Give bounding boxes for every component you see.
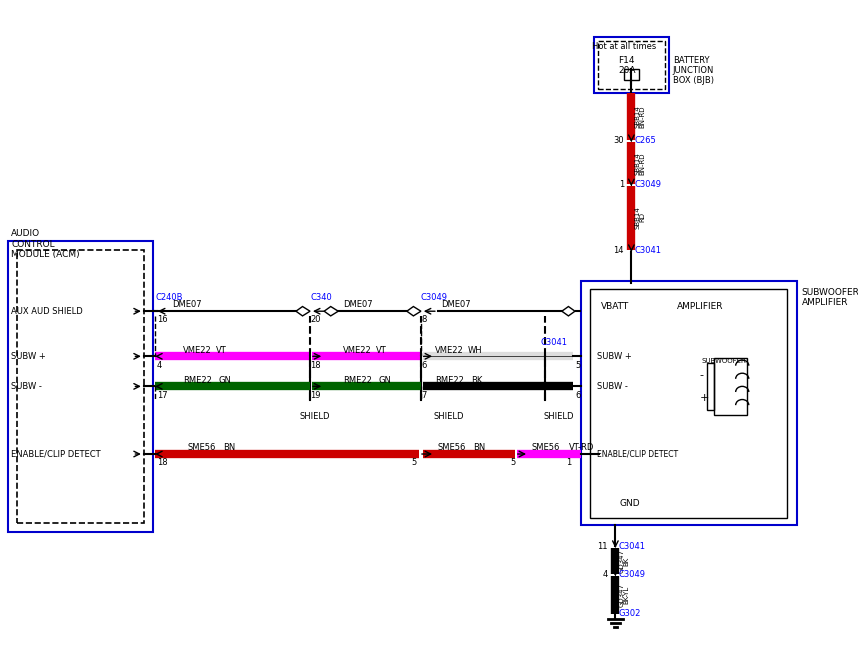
Text: RME22: RME22 [343, 376, 372, 385]
Text: 4: 4 [602, 570, 607, 579]
Text: SME56: SME56 [188, 444, 216, 452]
Text: SBB14: SBB14 [634, 152, 640, 175]
Text: AUX AUD SHIELD: AUX AUD SHIELD [11, 307, 83, 315]
Text: BATTERY
JUNCTION
BOX (BJB): BATTERY JUNCTION BOX (BJB) [673, 55, 714, 85]
Text: VME22: VME22 [343, 346, 372, 354]
Text: SUBW -: SUBW - [596, 382, 627, 391]
Text: GD347: GD347 [619, 583, 625, 607]
Text: ENABLE/CLIP DETECT: ENABLE/CLIP DETECT [11, 449, 101, 459]
Text: C3049: C3049 [619, 570, 645, 579]
Text: 18: 18 [310, 360, 321, 370]
Text: RD: RD [639, 213, 645, 222]
Text: BK-YL: BK-YL [623, 586, 629, 604]
Text: -: - [700, 370, 704, 380]
Text: RME22: RME22 [184, 376, 212, 385]
Text: C3049: C3049 [634, 180, 662, 189]
Text: +: + [700, 393, 710, 403]
Text: F14
20A: F14 20A [618, 55, 636, 75]
Text: VT: VT [376, 346, 387, 354]
Text: DME07: DME07 [442, 300, 471, 310]
Text: BK: BK [623, 556, 629, 566]
Text: GN: GN [378, 376, 391, 385]
Text: 6: 6 [575, 391, 580, 400]
Polygon shape [562, 306, 575, 316]
Text: 5: 5 [412, 458, 417, 467]
Text: SBB14: SBB14 [634, 106, 640, 128]
Text: 17: 17 [157, 391, 167, 400]
Text: VT-RD: VT-RD [570, 444, 595, 452]
Text: BN-RD: BN-RD [639, 152, 645, 175]
Text: VME22: VME22 [184, 346, 212, 354]
Polygon shape [407, 306, 421, 316]
Text: BN: BN [474, 444, 486, 452]
Text: RME22: RME22 [435, 376, 464, 385]
Text: SUBWOOFER: SUBWOOFER [701, 358, 746, 364]
Text: GD347: GD347 [619, 549, 625, 573]
Text: C3041: C3041 [541, 338, 567, 347]
Text: SUBWOOFER
AMPLIFIER: SUBWOOFER AMPLIFIER [801, 288, 858, 307]
Text: WH: WH [468, 346, 482, 354]
Text: SME56: SME56 [532, 444, 560, 452]
Text: VT: VT [216, 346, 227, 354]
Text: DME07: DME07 [172, 300, 202, 310]
Text: SUBW -: SUBW - [11, 382, 42, 391]
Text: G302: G302 [619, 609, 641, 618]
Text: AUDIO
CONTROL
MODULE (ACM): AUDIO CONTROL MODULE (ACM) [11, 230, 80, 259]
Text: C3041: C3041 [619, 542, 645, 550]
Text: 8: 8 [421, 315, 426, 325]
Polygon shape [324, 306, 338, 316]
Text: GN: GN [219, 376, 232, 385]
Text: VBATT: VBATT [601, 302, 630, 311]
Text: DME07: DME07 [343, 300, 372, 310]
Text: 6: 6 [421, 360, 426, 370]
Text: 7: 7 [421, 391, 426, 400]
Text: C240B: C240B [155, 293, 183, 302]
Text: 5: 5 [511, 458, 516, 467]
Text: AMPLIFIER: AMPLIFIER [676, 302, 723, 311]
Text: SME56: SME56 [438, 444, 466, 452]
Text: 16: 16 [157, 315, 167, 325]
Text: VME22: VME22 [435, 346, 464, 354]
Text: Hot at all times: Hot at all times [592, 42, 656, 51]
Text: 19: 19 [310, 391, 321, 400]
Text: 1: 1 [566, 458, 571, 467]
Text: BN-RD: BN-RD [639, 106, 645, 128]
Text: SUBW +: SUBW + [596, 352, 631, 361]
Text: 14: 14 [613, 246, 624, 255]
Text: C265: C265 [634, 136, 656, 145]
Bar [706, 363, 714, 410]
Text: 11: 11 [597, 542, 607, 550]
Text: ENABLE/CLIP DETECT: ENABLE/CLIP DETECT [596, 449, 678, 459]
Text: 1: 1 [619, 180, 624, 189]
Text: C340: C340 [310, 293, 332, 302]
Text: 18: 18 [157, 458, 167, 467]
Text: SUBW +: SUBW + [11, 352, 46, 361]
Text: BK: BK [471, 376, 482, 385]
Text: SHIELD: SHIELD [544, 412, 574, 421]
Text: 5: 5 [575, 360, 580, 370]
Text: SBB14: SBB14 [634, 206, 640, 228]
Text: 4: 4 [157, 360, 162, 370]
Text: SHIELD: SHIELD [434, 412, 464, 421]
Polygon shape [296, 306, 310, 316]
Text: C3041: C3041 [634, 246, 662, 255]
Text: GND: GND [619, 499, 640, 508]
Text: BN: BN [223, 444, 235, 452]
Text: 20: 20 [310, 315, 321, 325]
Text: SHIELD: SHIELD [299, 412, 330, 421]
Text: 30: 30 [613, 136, 624, 145]
Text: C3049: C3049 [421, 293, 448, 302]
